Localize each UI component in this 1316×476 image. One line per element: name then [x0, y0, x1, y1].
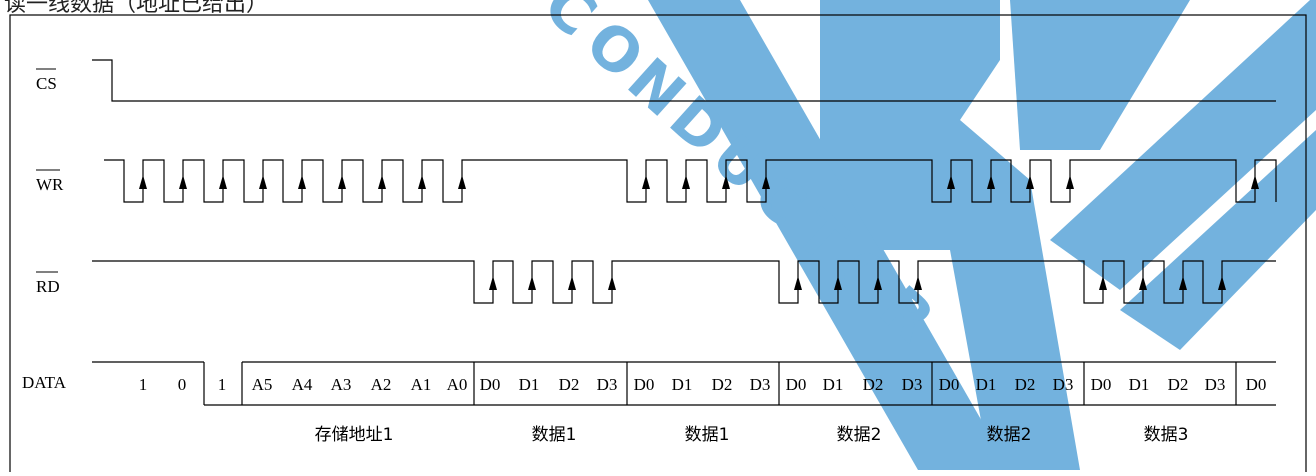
data-bit-label: D2 [559, 375, 580, 394]
data-bit-label: D1 [823, 375, 844, 394]
svg-text:RD: RD [36, 277, 60, 296]
data-bit-label: 1 [139, 375, 148, 394]
data-group-label: 数据1 [685, 425, 730, 445]
rising-edge-arrow [608, 276, 616, 290]
wr-waveform [104, 159, 1277, 203]
data-bit-label: D2 [712, 375, 733, 394]
diagram-caption: 读一线数据（地址已给出） [4, 0, 269, 17]
data-bit-label: D1 [976, 375, 997, 394]
rising-edge-arrow [259, 175, 267, 189]
rising-edge-arrow [642, 175, 650, 189]
data-bit-labels: 1 0 1 A5 A4 A3 A2 A1 A0 D0 D1 D2 D3 D0 D1 D2 D3 D0 D1 D2 D3 D… [139, 375, 1267, 394]
data-bit-label: D0 [1091, 375, 1112, 394]
data-bit-label: D3 [1205, 375, 1226, 394]
rising-edge-arrow [489, 276, 497, 290]
data-group-label: 存储地址1 [315, 425, 394, 445]
data-bit-label: D0 [1246, 375, 1267, 394]
data-bit-label: D3 [750, 375, 771, 394]
rising-edge-arrow [1026, 175, 1034, 189]
rising-edge-arrow [722, 175, 730, 189]
data-bit-label: A3 [331, 375, 352, 394]
rising-edge-arrow [139, 175, 147, 189]
rising-edge-arrow [1099, 276, 1107, 290]
data-bit-label: D0 [939, 375, 960, 394]
signal-label-rd: RD [36, 271, 60, 296]
data-bit-label: 0 [178, 375, 187, 394]
rising-edge-arrow [219, 175, 227, 189]
data-bus [92, 361, 1276, 406]
data-bit-label: A5 [252, 375, 273, 394]
rising-edge-arrow [834, 276, 842, 290]
data-group-label: 数据3 [1144, 425, 1189, 445]
data-bit-label: D3 [902, 375, 923, 394]
rising-edge-arrow [1139, 276, 1147, 290]
diagram-frame [9, 14, 1307, 476]
rising-edge-arrow [794, 276, 802, 290]
data-group-label: 数据1 [532, 425, 577, 445]
data-bit-label: 1 [218, 375, 227, 394]
rising-edge-arrow [947, 175, 955, 189]
rising-edge-arrow [458, 175, 466, 189]
data-group-labels: 存储地址1 数据1 数据1 数据2 数据2 数据3 [315, 425, 1189, 445]
data-bit-label: D3 [597, 375, 618, 394]
data-bit-label: D1 [672, 375, 693, 394]
rising-edge-arrow [179, 175, 187, 189]
cs-waveform [92, 59, 1276, 102]
data-bit-label: D0 [634, 375, 655, 394]
rising-edge-arrow [987, 175, 995, 189]
data-bit-label: A4 [292, 375, 313, 394]
data-bit-label: D1 [519, 375, 540, 394]
rising-edge-arrow [914, 276, 922, 290]
svg-text:CS: CS [36, 74, 57, 93]
rising-edge-arrow [298, 175, 306, 189]
data-bit-label: A1 [411, 375, 432, 394]
rd-rising-edge-arrows [489, 276, 1226, 290]
data-bit-label: A0 [447, 375, 468, 394]
rising-edge-arrow [762, 175, 770, 189]
data-bit-label: D2 [863, 375, 884, 394]
data-bit-label: D1 [1129, 375, 1150, 394]
signal-label-wr: WR [36, 169, 64, 194]
data-bit-label: D3 [1053, 375, 1074, 394]
signal-label-data: DATA [22, 373, 67, 392]
rising-edge-arrow [682, 175, 690, 189]
data-group-label: 数据2 [987, 425, 1032, 445]
rising-edge-arrow [1179, 276, 1187, 290]
rising-edge-arrow [418, 175, 426, 189]
rising-edge-arrow [378, 175, 386, 189]
data-bit-label: D0 [786, 375, 807, 394]
svg-text:WR: WR [36, 175, 64, 194]
data-group-label: 数据2 [837, 425, 882, 445]
data-bit-label: D2 [1015, 375, 1036, 394]
wr-rising-edge-arrows [139, 175, 1259, 189]
data-bit-label: D2 [1168, 375, 1189, 394]
rising-edge-arrow [1066, 175, 1074, 189]
data-bit-label: A2 [371, 375, 392, 394]
rising-edge-arrow [1251, 175, 1259, 189]
signal-label-cs: CS [36, 68, 57, 93]
rising-edge-arrow [528, 276, 536, 290]
rd-waveform [92, 260, 1276, 304]
rising-edge-arrow [1218, 276, 1226, 290]
data-bit-label: D0 [480, 375, 501, 394]
rising-edge-arrow [338, 175, 346, 189]
rising-edge-arrow [874, 276, 882, 290]
rising-edge-arrow [568, 276, 576, 290]
